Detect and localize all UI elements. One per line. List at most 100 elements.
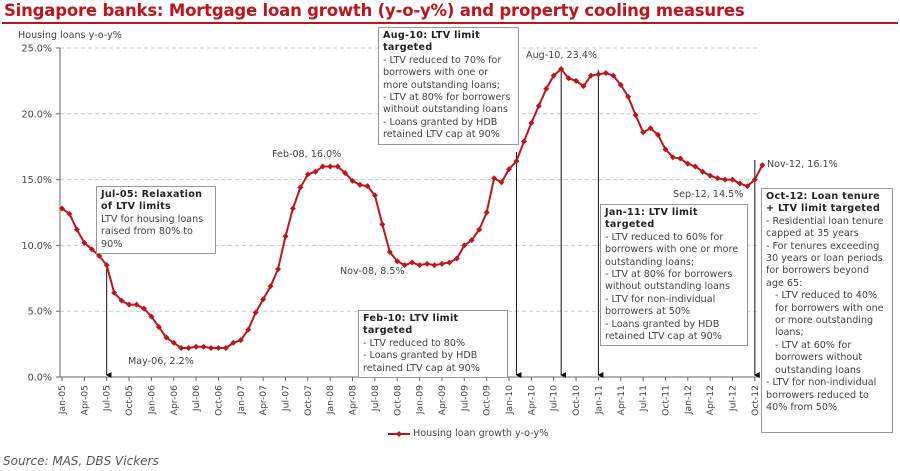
data-point <box>729 176 736 183</box>
data-point <box>744 183 751 190</box>
x-tick-label: Jan-09 <box>415 385 426 415</box>
annotation-line: - Loans granted by HDB retained LTV cap … <box>383 116 500 141</box>
annotation-jul-05: Jul-05: Relaxation of LTV limits LTV for… <box>96 186 216 255</box>
data-point <box>461 242 468 249</box>
data-point <box>163 334 170 341</box>
data-point <box>684 160 691 167</box>
data-point <box>148 313 155 320</box>
data-point <box>424 260 431 267</box>
y-axis-label: Housing loans y-o-y% <box>18 30 122 41</box>
annotation-feb-10: Feb-10: LTV limit targeted - LTV reduced… <box>358 310 508 379</box>
legend-swatch <box>388 430 410 437</box>
x-tick-label: Apr-10 <box>526 385 537 415</box>
data-point <box>96 252 103 259</box>
data-point <box>714 175 721 182</box>
x-tick-label: Apr-11 <box>616 385 627 415</box>
annotation-line: LTV for housing loans raised from 80% to… <box>101 213 204 250</box>
x-tick-label: Oct-12 <box>750 385 761 416</box>
data-point <box>349 177 356 184</box>
annotation-line: - LTV reduced to 40% for borrowers with … <box>775 290 884 339</box>
data-point <box>655 131 661 138</box>
data-point <box>468 237 475 244</box>
data-point <box>438 260 445 267</box>
data-point <box>483 209 490 216</box>
data-point <box>617 81 624 88</box>
x-tick-label: Jul-08 <box>370 385 381 412</box>
data-point <box>140 305 147 312</box>
data-label-nov-08: Nov-08, 8.5% <box>340 266 405 277</box>
x-tick-label: Jan-12 <box>683 385 694 415</box>
x-tick-label: Jul-11 <box>638 385 649 412</box>
data-point <box>334 163 341 170</box>
data-point <box>677 155 684 162</box>
data-point <box>580 83 587 90</box>
data-point <box>692 163 699 170</box>
annotation-heading: Aug-10: LTV limit targeted <box>383 30 481 54</box>
x-tick-label: Apr-12 <box>705 385 716 415</box>
annotation-line: - Loans granted by HDB retained LTV cap … <box>605 318 722 343</box>
data-point <box>327 163 334 170</box>
x-tick-label: Jan-11 <box>593 385 604 415</box>
data-point <box>386 248 393 255</box>
data-point <box>558 66 565 73</box>
data-point <box>178 345 185 352</box>
data-point <box>185 345 192 352</box>
data-point <box>66 210 73 217</box>
legend: Housing loan growth y-o-y% <box>388 428 548 439</box>
x-tick-label: Oct-08 <box>392 385 403 416</box>
data-point <box>759 162 766 169</box>
data-point <box>535 102 542 109</box>
x-tick-label: Jul-12 <box>728 385 739 412</box>
legend-label: Housing loan growth y-o-y% <box>413 428 549 439</box>
annotation-line: - LTV for non-individual borrowers at 50… <box>605 293 716 318</box>
annotation-line: - For tenures exceeding 30 years or loan… <box>766 240 883 289</box>
data-point <box>707 172 714 179</box>
data-point <box>111 289 118 296</box>
data-point <box>357 181 363 188</box>
annotation-line: - Residential loan tenure capped at 35 y… <box>766 215 884 240</box>
data-point <box>669 154 676 161</box>
source-note: Source: MAS, DBS Vickers <box>3 454 159 468</box>
y-tick-label: 5.0% <box>28 307 52 318</box>
data-point <box>88 246 95 253</box>
data-point <box>267 283 274 290</box>
data-point <box>602 70 609 77</box>
data-point <box>371 192 378 199</box>
x-tick-label: Apr-08 <box>348 385 359 415</box>
x-tick-label: Apr-05 <box>79 385 90 415</box>
data-point <box>520 138 527 145</box>
data-point <box>506 166 512 173</box>
annotation-line: - LTV at 80% for borrowers without outst… <box>383 92 511 116</box>
data-point <box>610 72 617 79</box>
chart-title: Singapore banks: Mortgage loan growth (y… <box>4 1 745 20</box>
data-point <box>319 163 326 170</box>
data-point <box>260 296 267 303</box>
data-label-may-06: May-06, 2.2% <box>128 356 194 367</box>
data-point <box>491 175 498 182</box>
data-label-aug-10: Aug-10, 23.4% <box>526 50 597 61</box>
annotation-oct-12: Oct-12: Loan tenure + LTV limit targeted… <box>761 188 893 433</box>
data-point <box>401 262 408 269</box>
data-point <box>625 93 632 100</box>
data-point <box>409 259 416 266</box>
data-point <box>275 266 282 273</box>
x-tick-label: Oct-10 <box>571 385 582 416</box>
annotation-heading: Jul-05: Relaxation of LTV limits <box>101 189 203 213</box>
data-point <box>662 146 669 153</box>
x-tick-label: Jul-09 <box>459 385 470 412</box>
data-point <box>528 120 535 127</box>
data-point <box>446 259 453 266</box>
data-point <box>297 184 304 191</box>
data-point <box>543 85 550 92</box>
data-point <box>632 112 639 119</box>
x-tick-label: Jan-05 <box>57 385 68 415</box>
annotation-line: - LTV at 80% for borrowers without outst… <box>605 269 733 293</box>
annotation-heading: Feb-10: LTV limit targeted <box>363 313 459 337</box>
annotation-line: - LTV reduced to 80% <box>363 337 466 349</box>
data-point <box>595 71 602 78</box>
y-tick-label: 0.0% <box>28 373 52 384</box>
x-tick-label: Jul-06 <box>191 385 202 412</box>
data-point <box>155 323 162 330</box>
annotation-aug-10: Aug-10: LTV limit targeted - LTV reduced… <box>378 27 519 145</box>
x-tick-label: Jan-08 <box>325 385 336 415</box>
